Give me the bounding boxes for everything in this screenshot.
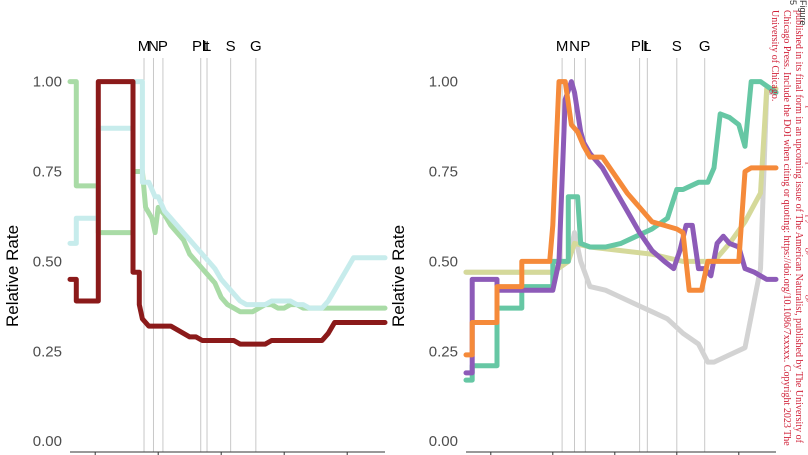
- series-line-olive-yellow: [463, 86, 779, 275]
- series-line-pale-cyan: [67, 79, 388, 311]
- y-axis-title: Relative Rate: [3, 225, 22, 327]
- event-label-g: G: [699, 38, 711, 55]
- y-tick-label: 0.75: [33, 163, 62, 180]
- y-tick-label: 0.50: [33, 253, 62, 270]
- event-label-p: P: [158, 38, 168, 55]
- event-label-l: L: [203, 38, 211, 55]
- event-label-l: L: [643, 38, 651, 55]
- series-line-purple: [463, 79, 779, 376]
- y-tick-label: 1.00: [33, 74, 62, 91]
- series-line-orange: [463, 79, 779, 358]
- y-tick-label: 0.25: [33, 343, 62, 360]
- y-tick-label: 0.25: [429, 343, 458, 360]
- figure-number: Figure 5: [788, 0, 808, 26]
- event-label-m: M: [556, 38, 569, 55]
- series-line-dark-red: [67, 79, 388, 347]
- event-label-s: S: [672, 38, 682, 55]
- y-tick-label: 0.00: [429, 433, 458, 450]
- event-label-plt: Plt: [192, 38, 210, 55]
- y-tick-label: 1.00: [429, 74, 458, 91]
- event-label-plt: Plt: [631, 38, 649, 55]
- event-label-n: N: [569, 38, 580, 55]
- manuscript-notice: This is the author's accepted manuscript…: [769, 10, 808, 450]
- event-label-g: G: [250, 38, 262, 55]
- event-label-m: M: [138, 38, 151, 55]
- series-line-light-gray: [463, 89, 779, 365]
- y-tick-label: 0.00: [33, 433, 62, 450]
- y-tick-label: 0.75: [429, 163, 458, 180]
- y-tick-label: 0.50: [429, 253, 458, 270]
- event-label-s: S: [226, 38, 236, 55]
- series-line-light-green: [67, 79, 388, 315]
- series-line-teal: [463, 79, 779, 383]
- event-label-p: P: [580, 38, 590, 55]
- y-axis-title: Relative Rate: [389, 225, 408, 327]
- event-label-n: N: [148, 38, 159, 55]
